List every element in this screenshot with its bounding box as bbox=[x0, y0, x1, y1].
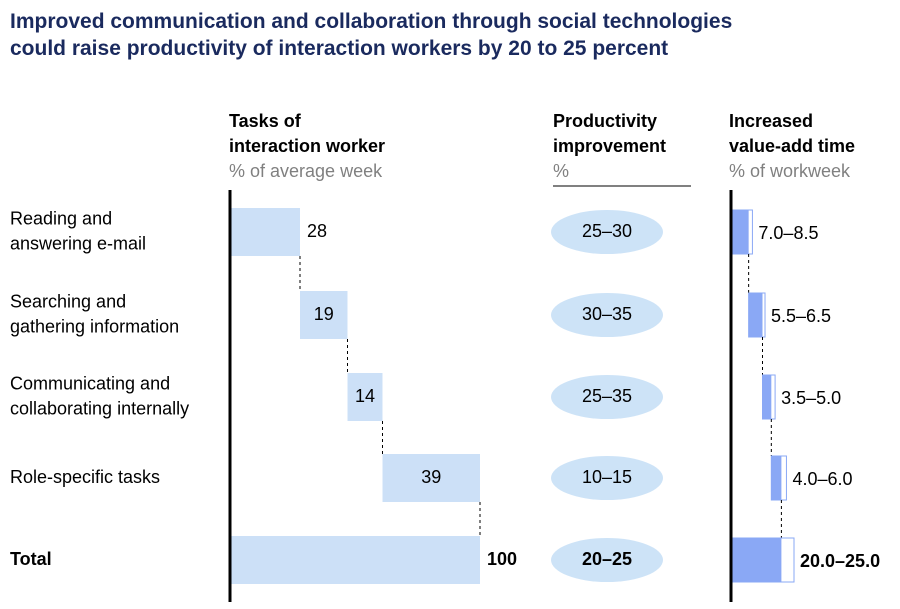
label-ellipse bbox=[551, 538, 663, 582]
column-header: Tasks of interaction worker bbox=[229, 111, 385, 156]
page-title: Improved communication and collaboration… bbox=[10, 10, 732, 60]
range-low bbox=[731, 210, 749, 254]
label-ellipse bbox=[551, 375, 663, 419]
row-label: Total bbox=[10, 549, 52, 569]
range-label: 10–15 bbox=[582, 467, 632, 487]
range-low bbox=[771, 456, 782, 500]
label-ellipse bbox=[551, 210, 663, 254]
bar bbox=[230, 208, 300, 256]
bar bbox=[382, 454, 480, 502]
column-subheader: % of average week bbox=[229, 161, 383, 181]
range-label: 25–35 bbox=[582, 386, 632, 406]
range-value-label: 20.0–25.0 bbox=[800, 551, 880, 571]
value-label: 100 bbox=[487, 549, 517, 569]
row-label: Reading and answering e-mail bbox=[10, 208, 146, 253]
value-label: 39 bbox=[421, 467, 441, 487]
range-low bbox=[762, 375, 772, 419]
label-ellipse bbox=[551, 293, 663, 337]
bar bbox=[300, 291, 348, 339]
column-subheader: % bbox=[553, 161, 569, 181]
value-label: 14 bbox=[355, 386, 375, 406]
value-label: 28 bbox=[307, 221, 327, 241]
bar bbox=[230, 536, 480, 584]
value-label: 19 bbox=[314, 304, 334, 324]
range-value-label: 7.0–8.5 bbox=[758, 223, 818, 243]
bar bbox=[347, 373, 383, 421]
column-header: Productivity improvement bbox=[553, 111, 666, 156]
label-ellipse bbox=[551, 456, 663, 500]
range-label: 25–30 bbox=[582, 221, 632, 241]
column-subheader: % of workweek bbox=[729, 161, 851, 181]
column-header: Increased value-add time bbox=[729, 111, 855, 156]
range-low bbox=[731, 538, 782, 582]
row-label: Communicating and collaborating internall… bbox=[10, 373, 189, 418]
range-low bbox=[748, 293, 763, 337]
row-label: Searching and gathering information bbox=[10, 291, 179, 336]
range-value-label: 3.5–5.0 bbox=[781, 388, 841, 408]
row-label: Role-specific tasks bbox=[10, 467, 160, 487]
range-label: 20–25 bbox=[582, 549, 632, 569]
range-label: 30–35 bbox=[582, 304, 632, 324]
range-value-label: 4.0–6.0 bbox=[792, 469, 852, 489]
range-value-label: 5.5–6.5 bbox=[771, 306, 831, 326]
